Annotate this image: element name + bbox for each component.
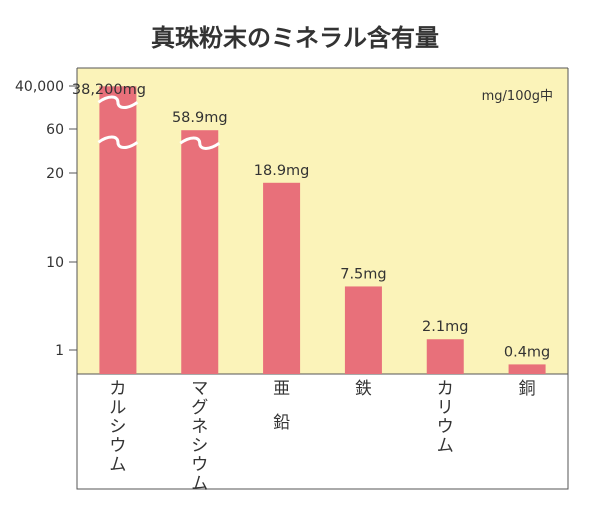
category-label-char: 鉛 xyxy=(273,413,290,433)
category-label: カリウム xyxy=(437,379,454,456)
plot-area xyxy=(77,68,568,374)
bar-value-label: 18.9mg xyxy=(254,163,310,179)
category-label-char: ム xyxy=(437,436,454,456)
category-label: マグネシウム xyxy=(191,379,208,494)
y-tick-label: 60 xyxy=(46,122,64,138)
bar xyxy=(426,339,464,374)
category-label-char: 亜 xyxy=(273,379,290,399)
category-label-char: ル xyxy=(109,398,126,418)
y-ticks: 40,000 60 20 10 1 xyxy=(15,79,77,359)
bar xyxy=(99,86,137,374)
bar xyxy=(508,364,546,374)
category-label-char: カ xyxy=(109,379,126,399)
bar-value-label: 2.1mg xyxy=(422,319,468,335)
category-label-char: ウ xyxy=(109,436,126,456)
category-label-char: ウ xyxy=(191,455,208,475)
y-tick-label: 40,000 xyxy=(15,79,64,95)
category-label-char: ウ xyxy=(437,417,454,437)
axis-break-mark xyxy=(97,135,139,150)
bar-value-label: 0.4mg xyxy=(504,344,550,360)
y-tick-label: 10 xyxy=(46,255,64,271)
category-label-char: ネ xyxy=(191,417,208,437)
axis-break-mark xyxy=(179,136,221,150)
bar-value-label: 7.5mg xyxy=(340,266,386,282)
category-label-char: 銅 xyxy=(519,379,536,399)
category-label-char: リ xyxy=(437,398,454,418)
bar-value-label: 58.9mg xyxy=(172,110,228,126)
category-label-char: シ xyxy=(109,417,126,437)
y-tick-label: 20 xyxy=(46,166,64,182)
category-label: 鉄 xyxy=(355,379,372,399)
category-label: 銅 xyxy=(519,379,536,399)
category-label: 亜鉛 xyxy=(273,379,290,433)
category-area xyxy=(76,373,569,490)
unit-note: mg/100g中 xyxy=(482,89,553,104)
bar xyxy=(263,182,301,374)
bar-value-label: 38,200mg xyxy=(72,82,146,98)
bars: 38,200mg 58.9mg 18.9mg 7.5mg 2.1mg 0.4mg xyxy=(72,82,550,374)
category-label-char: 鉄 xyxy=(355,379,372,399)
bar xyxy=(344,286,382,374)
category-label-char: シ xyxy=(191,436,208,456)
category-label-char: カ xyxy=(437,379,454,399)
category-label: カルシウム xyxy=(109,379,126,475)
category-label-char: グ xyxy=(191,398,208,418)
y-tick-label: 1 xyxy=(55,343,64,359)
category-label-char: ム xyxy=(109,455,126,475)
bar xyxy=(181,130,219,374)
chart-title: 真珠粉末のミネラル含有量 xyxy=(151,24,439,52)
axis-break-mark xyxy=(97,95,139,110)
category-label-char: ム xyxy=(191,474,208,494)
category-label-char: マ xyxy=(191,379,208,399)
